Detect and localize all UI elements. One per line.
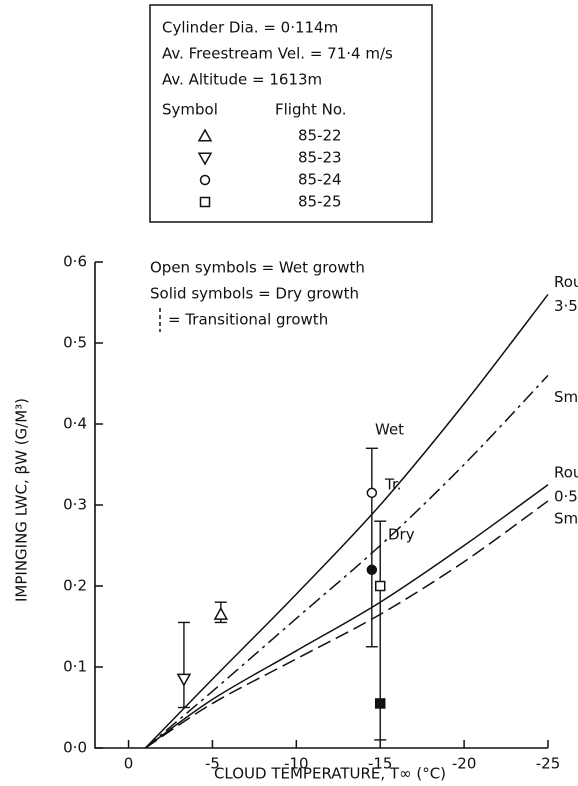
curve xyxy=(144,500,549,749)
curve-label: Smooth xyxy=(554,388,578,406)
note: Solid symbols = Dry growth xyxy=(150,285,359,303)
curve xyxy=(144,374,549,749)
legend-label: 85-24 xyxy=(298,171,342,189)
legend-box xyxy=(149,4,433,223)
point xyxy=(374,580,386,592)
point xyxy=(213,606,229,620)
note: Open symbols = Wet growth xyxy=(150,259,365,277)
curve-label: 3·5% Turb. xyxy=(554,297,578,315)
point xyxy=(199,196,211,208)
axes xyxy=(94,262,548,749)
x-tick-label: -10 xyxy=(284,755,309,773)
annotation: Wet xyxy=(375,421,404,439)
point xyxy=(199,174,211,186)
legend-line: Av. Freestream Vel. = 71·4 m/s xyxy=(162,45,393,63)
legend-label: 85-25 xyxy=(298,193,342,211)
annotation: Tr. xyxy=(384,476,402,494)
point xyxy=(197,152,213,166)
y-tick-label: 0·1 xyxy=(63,658,87,676)
point xyxy=(197,128,213,142)
legend-header: Flight No. xyxy=(275,101,347,119)
point xyxy=(176,673,192,687)
curve xyxy=(144,293,549,749)
y-tick-label: 0·0 xyxy=(63,739,87,757)
annotation: Dry xyxy=(388,526,415,544)
point xyxy=(366,564,378,576)
x-tick-label: -5 xyxy=(205,755,220,773)
legend-line: Cylinder Dia. = 0·114m xyxy=(162,19,338,37)
point xyxy=(374,698,386,709)
x-tick-label: -20 xyxy=(452,755,477,773)
x-tick-label: 0 xyxy=(124,755,134,773)
legend-header: Symbol xyxy=(162,101,218,119)
y-axis-label: IMPINGING LWC, βW (G/M³) xyxy=(13,398,31,602)
legend-label: 85-22 xyxy=(298,127,342,145)
point xyxy=(366,487,378,499)
note: = Transitional growth xyxy=(168,311,328,329)
curve-label: Rough xyxy=(554,463,578,481)
curve-label: 0·5% Turb. xyxy=(554,487,578,505)
legend-label: 85-23 xyxy=(298,149,342,167)
y-tick-label: 0·5 xyxy=(63,334,87,352)
x-tick-label: -25 xyxy=(536,755,561,773)
curve-label: Smooth xyxy=(554,509,578,527)
curve xyxy=(144,484,549,749)
y-tick-label: 0·6 xyxy=(63,253,87,271)
legend-line: Av. Altitude = 1613m xyxy=(162,71,322,89)
x-tick-label: -15 xyxy=(368,755,393,773)
y-tick-label: 0·3 xyxy=(63,496,87,514)
y-tick-label: 0·4 xyxy=(63,415,87,433)
curve-label: Rough xyxy=(554,273,578,291)
y-tick-label: 0·2 xyxy=(63,577,87,595)
x-axis-label: CLOUD TEMPERATURE, T∞ (°C) xyxy=(214,765,446,783)
